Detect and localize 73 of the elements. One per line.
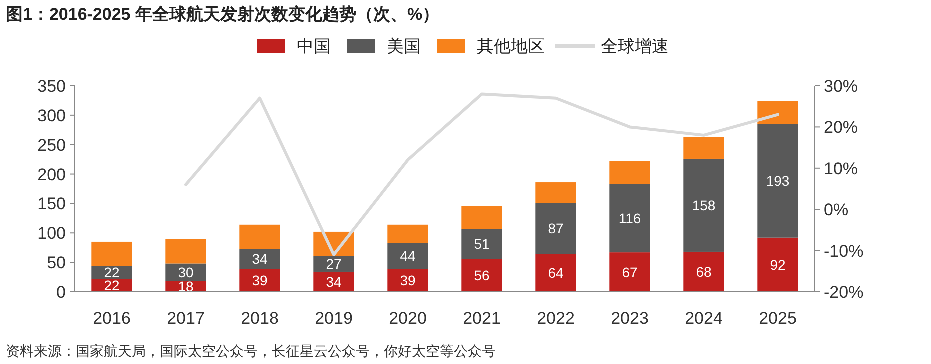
data-label: 56 [474, 268, 490, 284]
bar [388, 269, 428, 292]
bar [536, 254, 576, 292]
data-label: 51 [474, 236, 490, 252]
data-label: 64 [548, 265, 564, 282]
bar [240, 269, 280, 292]
data-label: 87 [548, 220, 564, 237]
legend-label: 美国 [387, 37, 421, 56]
data-label: 27 [326, 256, 342, 272]
bar [758, 124, 798, 238]
bar [684, 252, 724, 292]
x-tick-label: 2019 [315, 309, 353, 328]
legend-label: 其他地区 [477, 37, 545, 56]
text: 资料来源：国家航天局，国际太空公众号，长征星云公众号，你好太空等公众号 [6, 343, 496, 359]
y2-tick-label: 10% [824, 159, 858, 178]
bar [388, 224, 428, 244]
data-label: 34 [326, 274, 342, 290]
y2-tick-label: 0% [824, 200, 849, 220]
y-tick-label: 150 [38, 194, 66, 214]
bar [610, 184, 650, 253]
y2-tick-label: -10% [824, 242, 864, 261]
bar [166, 264, 206, 282]
x-tick-label: 2021 [463, 309, 501, 328]
y-tick-label: 350 [38, 77, 66, 96]
bar [462, 229, 502, 260]
data-label: 92 [770, 256, 786, 273]
x-tick-label: 2024 [685, 309, 723, 328]
x-tick-label: 2017 [167, 309, 205, 328]
bar [166, 239, 206, 264]
data-label: 116 [618, 210, 642, 226]
bar [610, 252, 650, 292]
data-label: 158 [692, 197, 716, 214]
y-tick-label: 0 [56, 283, 66, 302]
y-tick-label: 50 [47, 254, 66, 273]
bar [388, 243, 428, 270]
data-label: 68 [696, 264, 712, 280]
data-label: 39 [252, 272, 268, 289]
y-tick-label: 100 [38, 224, 66, 244]
y-tick-label: 250 [38, 136, 66, 155]
x-tick-label: 2023 [611, 309, 649, 328]
data-label: 67 [622, 264, 638, 280]
x-tick-label: 2022 [537, 309, 575, 328]
data-label: 30 [178, 264, 194, 281]
y-tick-label: 300 [38, 106, 66, 126]
y2-tick-label: -20% [824, 283, 864, 302]
y2-tick-label: 20% [824, 118, 858, 138]
y-tick-label: 200 [38, 165, 66, 184]
x-tick-label: 2025 [759, 309, 797, 328]
bar [536, 182, 576, 204]
bar [462, 259, 502, 292]
data-label: 39 [400, 272, 416, 289]
chart-title: 图1：2016-2025 年全球航天发射次数变化趋势（次、%） [6, 5, 440, 24]
legend-label: 全球增速 [601, 37, 669, 56]
data-label: 44 [400, 248, 416, 264]
x-tick-label: 2020 [389, 309, 427, 328]
bar [92, 242, 132, 266]
bar [684, 137, 724, 159]
bar [610, 161, 650, 184]
data-label: 18 [178, 278, 194, 295]
bar [536, 203, 576, 254]
bar [758, 238, 798, 292]
bar [240, 249, 280, 270]
bar [758, 101, 798, 124]
x-tick-label: 2018 [241, 309, 279, 328]
data-label: 34 [252, 251, 268, 268]
bar [314, 256, 354, 272]
bar [684, 158, 724, 252]
bar [240, 224, 280, 250]
x-tick-label: 2016 [93, 309, 131, 328]
legend-label: 中国 [297, 37, 331, 56]
bar [462, 206, 502, 230]
data-label: 193 [766, 173, 790, 190]
y2-tick-label: 30% [824, 77, 858, 96]
